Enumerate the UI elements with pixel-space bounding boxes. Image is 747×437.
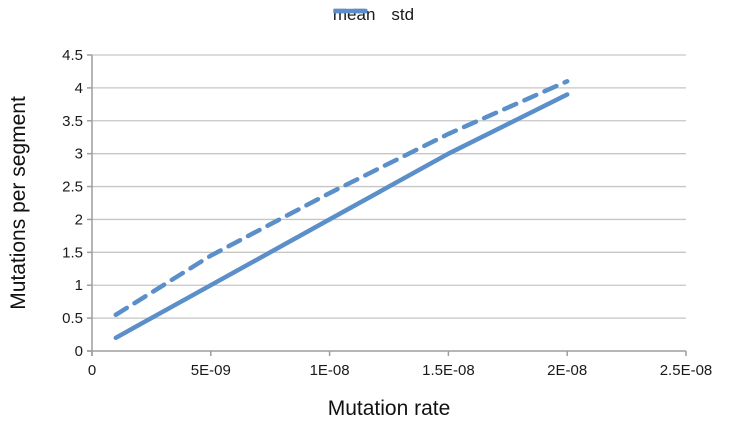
std-dashed-line-icon [332,8,365,14]
y-tick-label: 3 [75,146,83,163]
y-tick-label: 1.5 [62,244,83,261]
series-line-std [113,79,570,318]
x-tick-label: 2.5E-08 [660,362,713,379]
y-tick-label: 1 [75,277,83,294]
x-tick-label: 1.5E-08 [422,362,475,379]
x-tick-label: 0 [88,362,96,379]
chart-legend: mean std [332,5,415,25]
x-tick-label: 2E-08 [547,362,587,379]
y-tick-label: 4.5 [62,47,83,64]
y-tick-label: 2 [75,211,83,228]
series-line-mean [113,92,570,341]
x-tick-label: 1E-08 [310,362,350,379]
y-tick-label: 2.5 [62,179,83,196]
y-tick-label: 0.5 [62,310,83,327]
y-tick-label: 0 [75,343,83,360]
y-tick-label: 3.5 [62,113,83,130]
x-tick-label: 5E-09 [191,362,231,379]
legend-item-std: std [332,5,415,25]
x-axis-title: Mutation rate [327,397,451,420]
y-axis-title: Mutations per segment [7,96,30,310]
legend-label-std: std [391,5,415,24]
y-tick-label: 4 [75,80,83,97]
